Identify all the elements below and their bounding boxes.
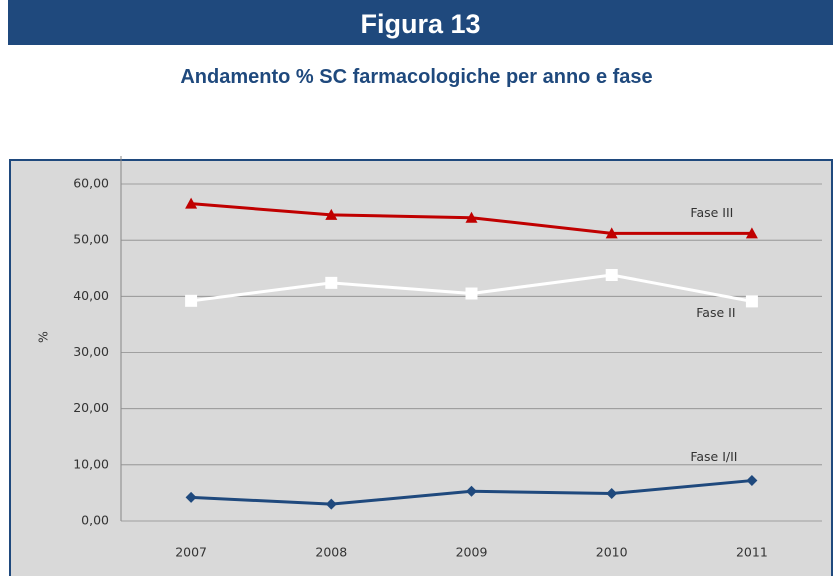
data-point bbox=[606, 487, 618, 499]
data-point bbox=[745, 227, 758, 239]
data-point bbox=[605, 227, 618, 239]
data-point bbox=[465, 287, 478, 300]
y-tick-label: 30,00 bbox=[73, 344, 109, 359]
y-tick-label: 60,00 bbox=[73, 176, 109, 191]
subtitle: Andamento % SC farmacologiche per anno e… bbox=[180, 66, 653, 88]
data-point bbox=[466, 485, 477, 497]
data-point bbox=[185, 294, 198, 307]
series-label: Fase I/II bbox=[690, 449, 737, 464]
y-axis-label: % bbox=[36, 331, 51, 343]
y-tick-label: 40,00 bbox=[73, 288, 109, 303]
data-point bbox=[746, 475, 758, 487]
x-tick-label: 2010 bbox=[596, 545, 628, 560]
y-tick-label: 50,00 bbox=[73, 232, 109, 247]
x-tick-label: 2007 bbox=[175, 545, 207, 560]
y-tick-label: 0,00 bbox=[81, 513, 109, 528]
y-tick-label: 10,00 bbox=[73, 456, 109, 471]
figure-header: Figura 13 bbox=[8, 0, 833, 45]
x-tick-label: 2011 bbox=[736, 545, 768, 560]
data-point bbox=[325, 498, 337, 510]
series-label: Fase III bbox=[690, 205, 733, 220]
data-point bbox=[325, 276, 338, 289]
data-point bbox=[185, 491, 197, 503]
y-tick-label: 20,00 bbox=[73, 400, 109, 415]
data-point bbox=[745, 295, 758, 308]
data-point bbox=[325, 208, 338, 220]
data-point bbox=[465, 211, 478, 223]
x-tick-label: 2009 bbox=[456, 545, 488, 560]
x-tick-label: 2008 bbox=[315, 545, 347, 560]
data-point bbox=[605, 268, 618, 281]
data-point bbox=[185, 197, 198, 209]
series-label: Fase II bbox=[696, 305, 735, 320]
chart-frame bbox=[9, 159, 833, 576]
